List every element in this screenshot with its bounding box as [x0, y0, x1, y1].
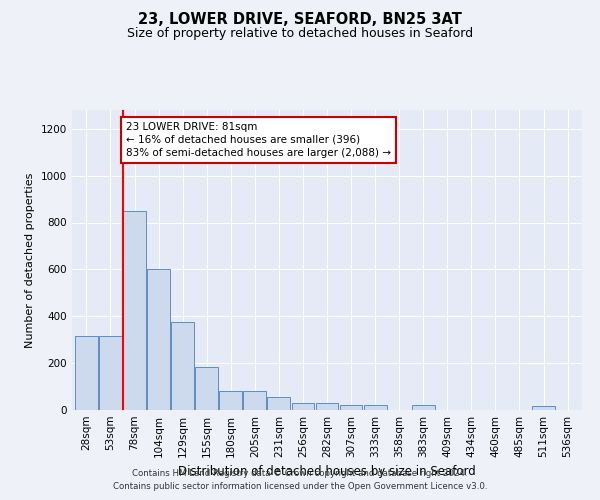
Bar — [75, 336, 98, 410]
Bar — [99, 336, 122, 410]
Y-axis label: Number of detached properties: Number of detached properties — [25, 172, 35, 348]
Bar — [195, 366, 218, 410]
Text: Size of property relative to detached houses in Seaford: Size of property relative to detached ho… — [127, 28, 473, 40]
Text: 23 LOWER DRIVE: 81sqm
← 16% of detached houses are smaller (396)
83% of semi-det: 23 LOWER DRIVE: 81sqm ← 16% of detached … — [126, 122, 391, 158]
Bar — [147, 270, 170, 410]
X-axis label: Distribution of detached houses by size in Seaford: Distribution of detached houses by size … — [178, 466, 476, 478]
Bar — [171, 322, 194, 410]
Text: Contains public sector information licensed under the Open Government Licence v3: Contains public sector information licen… — [113, 482, 487, 491]
Text: Contains HM Land Registry data © Crown copyright and database right 2024.: Contains HM Land Registry data © Crown c… — [132, 468, 468, 477]
Text: 23, LOWER DRIVE, SEAFORD, BN25 3AT: 23, LOWER DRIVE, SEAFORD, BN25 3AT — [138, 12, 462, 28]
Bar — [412, 406, 434, 410]
Bar — [364, 406, 386, 410]
Bar — [268, 397, 290, 410]
Bar — [220, 391, 242, 410]
Bar — [340, 406, 362, 410]
Bar — [316, 403, 338, 410]
Bar — [292, 403, 314, 410]
Bar — [123, 211, 146, 410]
Bar — [532, 406, 555, 410]
Bar — [244, 391, 266, 410]
